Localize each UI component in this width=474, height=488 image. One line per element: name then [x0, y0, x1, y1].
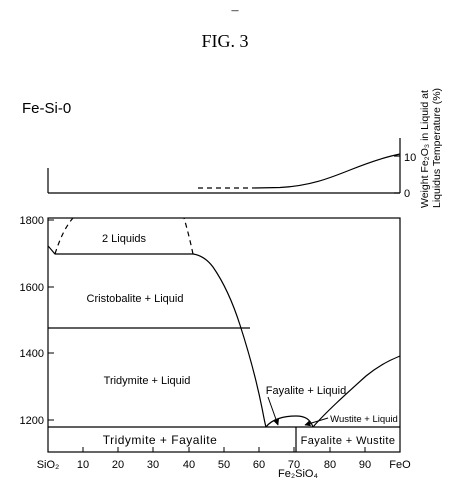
- x-tick-label-feo: FeO: [389, 459, 411, 471]
- top-panel-ylabel-line2: Liquidus Temperature (%): [431, 88, 443, 208]
- x-tick-label-90: 90: [359, 459, 371, 471]
- top-panel-tick-label-0: 0: [404, 188, 410, 200]
- y-tick-label-1200: 1200: [20, 415, 44, 427]
- x-tick-label-60: 60: [253, 459, 265, 471]
- main-panel: 1800 1600 1400 1200 SiO₂ 10 20 30 40 50 …: [20, 215, 412, 480]
- region-two-liquids: 2 Liquids: [102, 233, 147, 245]
- region-tridymite-fayalite: Tridymite + Fayalite: [103, 433, 218, 447]
- two-liquids-left-dome: [54, 217, 74, 255]
- region-fayalite-liquid: Fayalite + Liquid: [266, 385, 346, 397]
- fayalite-liquidus-curve: [265, 415, 314, 428]
- x-tick-label-70: 70: [288, 459, 300, 471]
- eutectic-arrow-right: [304, 417, 329, 427]
- y-tick-label-1600: 1600: [20, 282, 44, 294]
- top-panel: 10 0 Weight Fe₂O₃ in Liquid at Liquidus …: [47, 88, 443, 208]
- x-tick-label-80: 80: [324, 459, 336, 471]
- region-fayalite-wustite: Fayalite + Wustite: [301, 435, 396, 447]
- x-tick-label-30: 30: [147, 459, 159, 471]
- x-tick-label-sio2: SiO₂: [37, 459, 60, 471]
- system-label: Fe-Si-0: [22, 100, 71, 117]
- x-tick-label-40: 40: [183, 459, 195, 471]
- y-tick-label-1400: 1400: [20, 348, 44, 360]
- wustite-liquidus-curve: [312, 355, 401, 428]
- fe2o3-solid-curve: [251, 153, 401, 189]
- region-tridymite-liquid: Tridymite + Liquid: [104, 375, 191, 387]
- y-tick-label-1800: 1800: [20, 215, 44, 227]
- header-dash: –: [231, 3, 240, 18]
- region-cristobalite-liquid: Cristobalite + Liquid: [87, 293, 184, 305]
- two-liquids-right-dome: [183, 217, 194, 255]
- x-label-fe2sio4: Fe₂SiO₄: [278, 468, 318, 480]
- region-wustite-liquid: Wustite + Liquid: [330, 414, 398, 425]
- eutectic-arrow-left: [267, 396, 280, 426]
- liquidus-boundary: [47, 245, 267, 428]
- x-tick-label-10: 10: [77, 459, 89, 471]
- x-tick-label-50: 50: [218, 459, 230, 471]
- top-panel-ylabel-line1: Weight Fe₂O₃ in Liquid at: [419, 90, 431, 208]
- top-panel-tick-label-10: 10: [404, 152, 416, 164]
- x-tick-label-20: 20: [112, 459, 124, 471]
- figure-label: FIG. 3: [201, 31, 248, 51]
